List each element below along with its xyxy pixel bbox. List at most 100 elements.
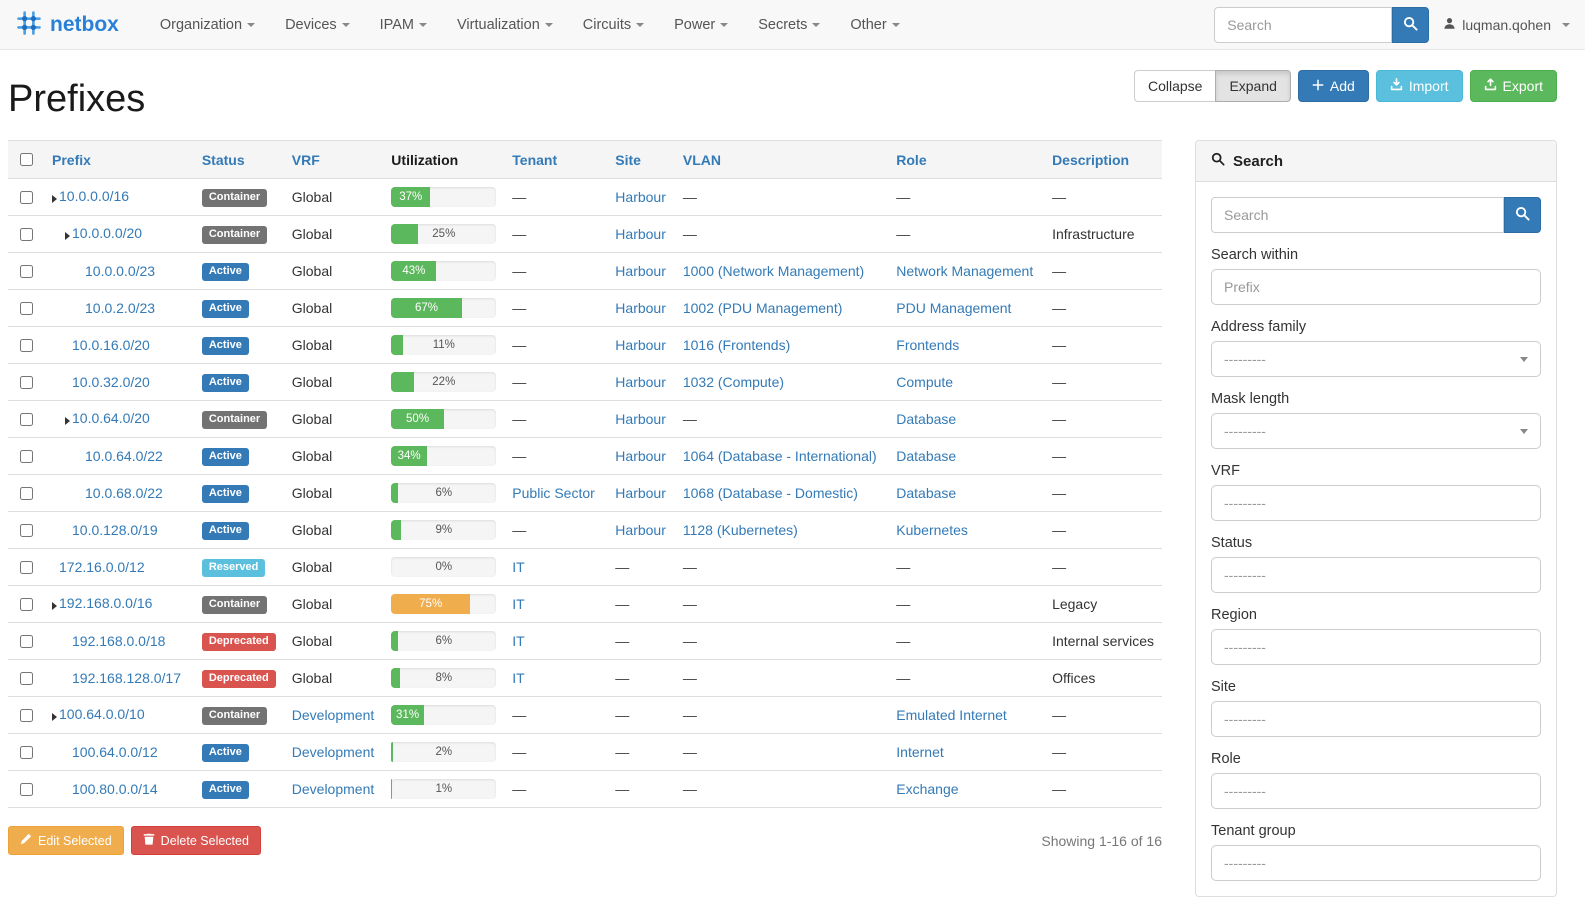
row-checkbox[interactable]: [20, 264, 33, 278]
site-link[interactable]: Harbour: [615, 189, 666, 205]
role-link[interactable]: Database: [896, 448, 957, 464]
row-checkbox[interactable]: [20, 708, 33, 722]
role-link[interactable]: Exchange: [896, 781, 959, 797]
vlan-link[interactable]: 1032 (Compute): [682, 374, 785, 390]
role-link[interactable]: Compute: [896, 374, 954, 390]
vlan-link[interactable]: 1000 (Network Management): [682, 263, 865, 279]
export-button[interactable]: Export: [1469, 70, 1557, 102]
row-checkbox[interactable]: [20, 412, 33, 426]
column-header-vrf[interactable]: VRF: [283, 140, 384, 179]
tenant-link[interactable]: IT: [512, 633, 525, 649]
column-header-site[interactable]: Site: [607, 140, 675, 179]
row-checkbox[interactable]: [20, 671, 33, 685]
tenant-link[interactable]: IT: [512, 596, 525, 612]
delete-selected-button[interactable]: Delete Selected: [130, 826, 261, 855]
site-link[interactable]: Harbour: [615, 485, 666, 501]
row-checkbox[interactable]: [20, 375, 33, 389]
role-link[interactable]: PDU Management: [896, 300, 1012, 316]
vlan-link[interactable]: 1068 (Database - Domestic): [682, 485, 858, 501]
row-checkbox[interactable]: [20, 486, 33, 500]
site-link[interactable]: Harbour: [615, 263, 666, 279]
site-link[interactable]: Harbour: [615, 448, 666, 464]
row-checkbox[interactable]: [20, 560, 33, 574]
add-button[interactable]: Add: [1297, 70, 1369, 102]
vrf-link[interactable]: Development: [291, 744, 375, 760]
row-checkbox[interactable]: [20, 634, 33, 648]
prefix-link[interactable]: 100.64.0.0/12: [72, 744, 158, 760]
role-link[interactable]: Internet: [896, 744, 944, 760]
site-link[interactable]: Harbour: [615, 411, 666, 427]
expand-button[interactable]: Expand: [1215, 70, 1291, 102]
role-link[interactable]: Frontends: [896, 337, 960, 353]
nav-menu-power[interactable]: Power: [659, 0, 743, 50]
row-checkbox[interactable]: [20, 190, 33, 204]
filter-search-button[interactable]: [1504, 197, 1541, 233]
column-header-description[interactable]: Description: [1044, 140, 1162, 179]
tenant-link[interactable]: Public Sector: [512, 485, 595, 501]
site-link[interactable]: Harbour: [615, 374, 666, 390]
vlan-link[interactable]: 1064 (Database - International): [682, 448, 877, 464]
row-checkbox[interactable]: [20, 782, 33, 796]
prefix-link[interactable]: 10.0.32.0/20: [72, 374, 150, 390]
vrf-link[interactable]: Development: [291, 707, 375, 723]
prefix-link[interactable]: 192.168.0.0/16: [59, 595, 153, 612]
nav-menu-virtualization[interactable]: Virtualization: [442, 0, 568, 50]
nav-menu-ipam[interactable]: IPAM: [365, 0, 442, 50]
prefix-link[interactable]: 10.0.64.0/20: [72, 410, 150, 427]
vlan-link[interactable]: 1016 (Frontends): [682, 337, 791, 353]
prefix-link[interactable]: 10.0.16.0/20: [72, 337, 150, 353]
column-header-role[interactable]: Role: [888, 140, 1045, 179]
column-header-tenant[interactable]: Tenant: [504, 140, 608, 179]
filter-input-site[interactable]: [1211, 701, 1541, 737]
prefix-link[interactable]: 10.0.0.0/20: [72, 225, 143, 242]
role-link[interactable]: Kubernetes: [896, 522, 968, 538]
vlan-link[interactable]: 1002 (PDU Management): [682, 300, 843, 316]
role-link[interactable]: Database: [896, 485, 957, 501]
nav-menu-other[interactable]: Other: [835, 0, 914, 50]
nav-menu-secrets[interactable]: Secrets: [743, 0, 835, 50]
filter-input-vrf[interactable]: [1211, 485, 1541, 521]
select-all-checkbox[interactable]: [20, 153, 33, 166]
nav-menu-devices[interactable]: Devices: [270, 0, 365, 50]
global-search-button[interactable]: [1392, 6, 1430, 43]
netbox-brand[interactable]: netbox: [15, 9, 119, 40]
prefix-link[interactable]: 10.0.68.0/22: [85, 485, 163, 501]
column-header-prefix[interactable]: Prefix: [44, 140, 194, 179]
tenant-link[interactable]: IT: [512, 670, 525, 686]
nav-menu-circuits[interactable]: Circuits: [568, 0, 659, 50]
prefix-link[interactable]: 192.168.0.0/18: [72, 633, 166, 649]
filter-input-role[interactable]: [1211, 773, 1541, 809]
filter-input-region[interactable]: [1211, 629, 1541, 665]
tenant-link[interactable]: IT: [512, 559, 525, 575]
row-checkbox[interactable]: [20, 597, 33, 611]
row-checkbox[interactable]: [20, 449, 33, 463]
prefix-link[interactable]: 10.0.64.0/22: [85, 448, 163, 464]
user-menu[interactable]: luqman.qohen: [1443, 17, 1570, 33]
filter-input-mask-length[interactable]: [1211, 413, 1541, 449]
nav-menu-organization[interactable]: Organization: [145, 0, 270, 50]
prefix-link[interactable]: 10.0.0.0/16: [59, 188, 130, 205]
edit-selected-button[interactable]: Edit Selected: [8, 826, 124, 855]
prefix-link[interactable]: 192.168.128.0/17: [72, 670, 181, 686]
row-checkbox[interactable]: [20, 523, 33, 537]
row-checkbox[interactable]: [20, 338, 33, 352]
collapse-button[interactable]: Collapse: [1133, 70, 1217, 102]
prefix-link[interactable]: 10.0.0.0/23: [85, 263, 156, 279]
filter-input-search-within[interactable]: [1211, 269, 1541, 305]
prefix-link[interactable]: 10.0.128.0/19: [72, 522, 158, 538]
role-link[interactable]: Database: [896, 411, 957, 427]
site-link[interactable]: Harbour: [615, 522, 666, 538]
site-link[interactable]: Harbour: [615, 226, 666, 242]
row-checkbox[interactable]: [20, 227, 33, 241]
site-link[interactable]: Harbour: [615, 300, 666, 316]
filter-search-input[interactable]: [1211, 197, 1504, 233]
vrf-link[interactable]: Development: [291, 781, 375, 797]
prefix-link[interactable]: 172.16.0.0/12: [59, 559, 145, 575]
column-header-status[interactable]: Status: [193, 140, 284, 179]
global-search-input[interactable]: [1214, 6, 1393, 43]
column-header-vlan[interactable]: VLAN: [674, 140, 889, 179]
filter-input-status[interactable]: [1211, 557, 1541, 593]
site-link[interactable]: Harbour: [615, 337, 666, 353]
filter-input-tenant-group[interactable]: [1211, 845, 1541, 881]
prefix-link[interactable]: 100.64.0.0/10: [59, 706, 145, 723]
